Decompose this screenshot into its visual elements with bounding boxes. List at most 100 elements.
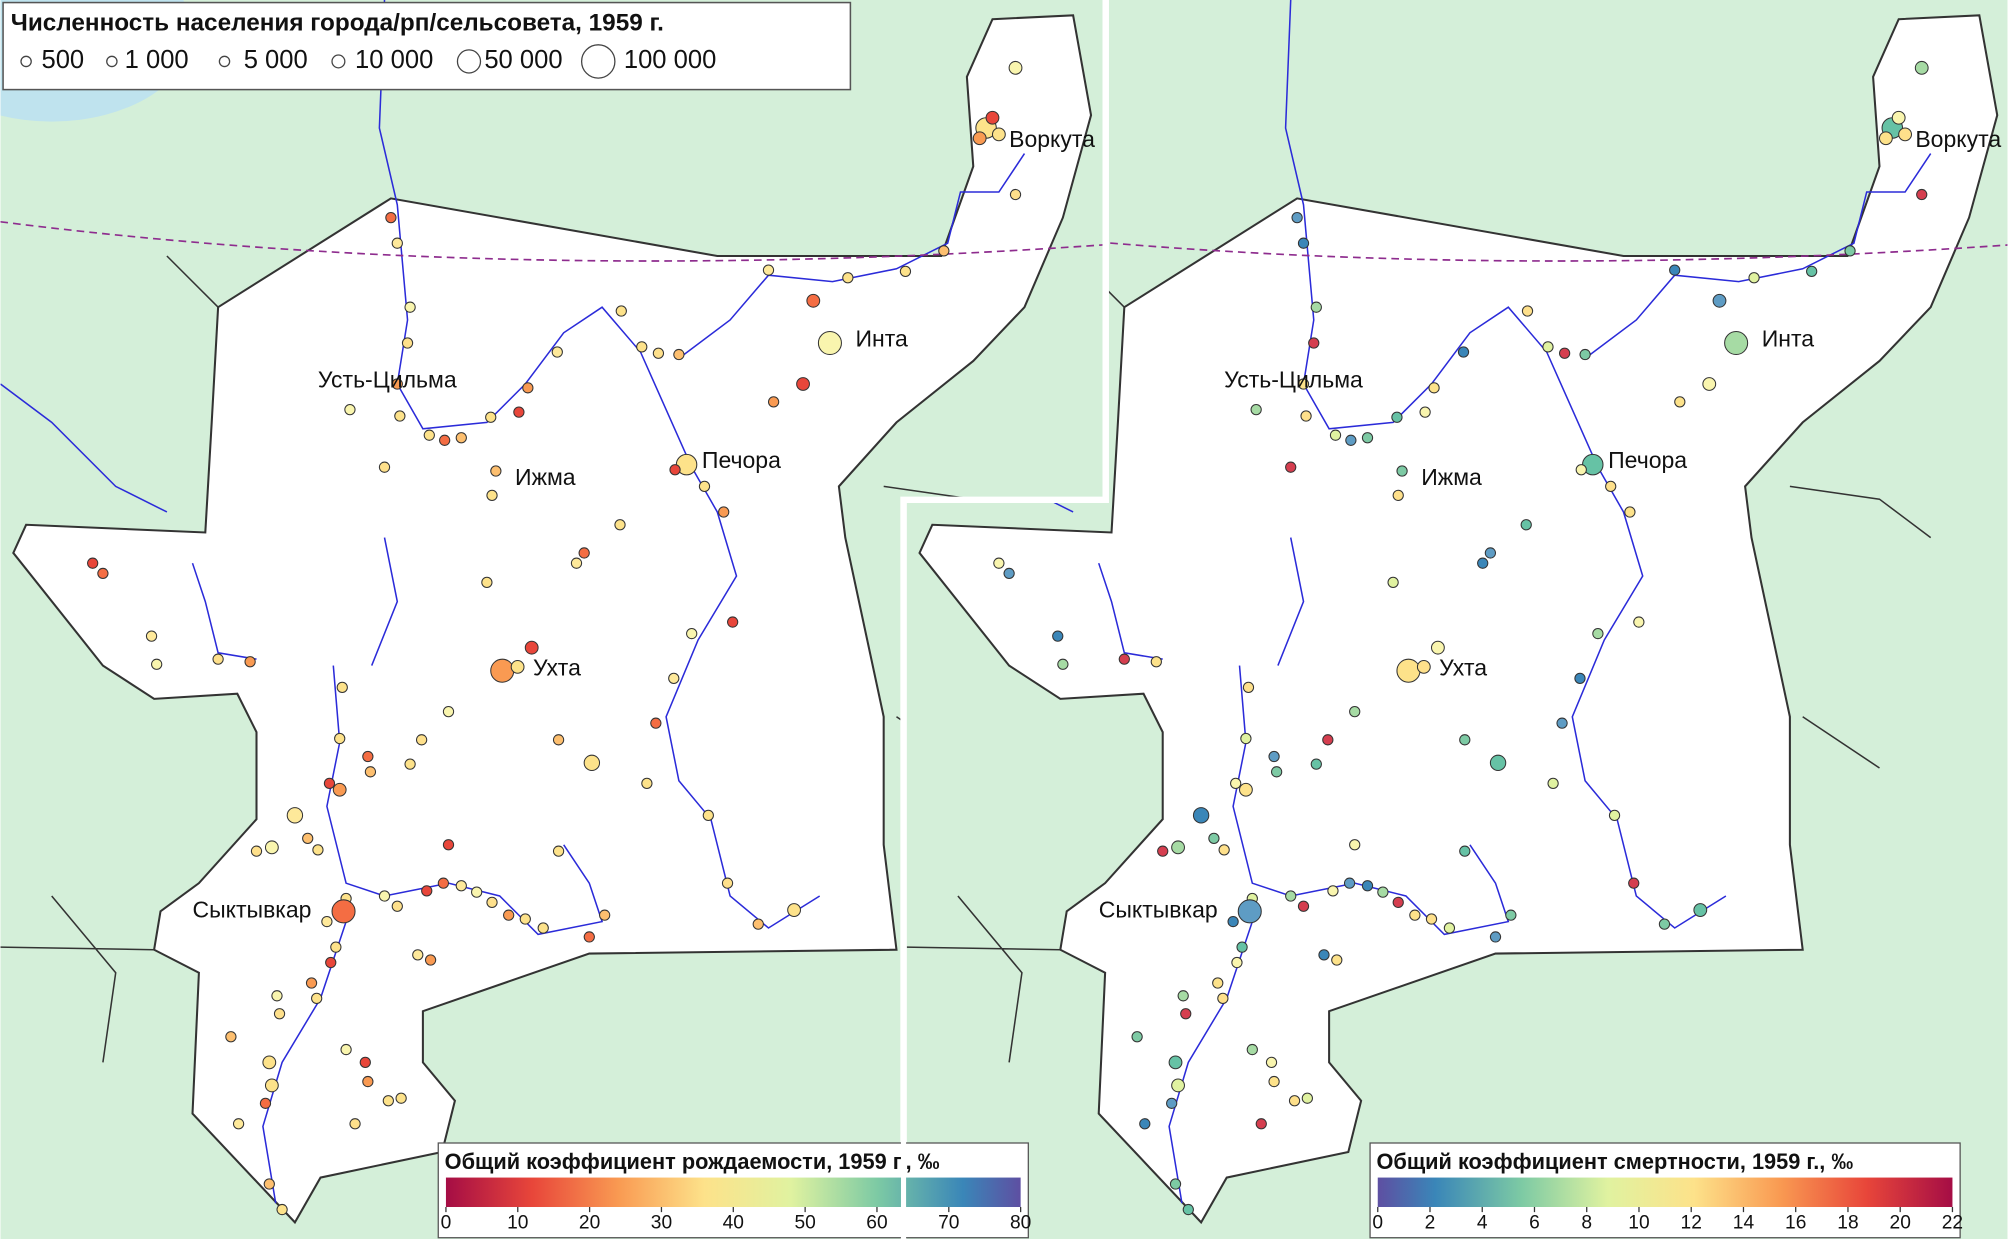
settlement-dot (1166, 1097, 1178, 1109)
settlement-dot (1227, 915, 1239, 928)
settlement-dot (1230, 777, 1242, 789)
settlement-dot (437, 877, 450, 889)
settlement-dot (1477, 557, 1489, 569)
colorbar-tick-label: 20 (1890, 1213, 1911, 1234)
settlement-dot (271, 990, 283, 1002)
settlement-dot (385, 211, 397, 224)
settlement-dot (276, 1203, 288, 1216)
settlement-dot (362, 750, 374, 763)
settlement-dot (1443, 922, 1456, 934)
city-label: Печора (1608, 447, 1687, 473)
settlement-dot (1255, 1118, 1267, 1130)
settlement-dot (1171, 1078, 1185, 1093)
settlement-dot (415, 734, 428, 746)
settlement-dot (1322, 734, 1334, 746)
settlement-dot (331, 899, 356, 924)
settlement-dot (668, 672, 680, 685)
settlement-dot (151, 658, 163, 670)
settlement-dot (302, 832, 314, 845)
settlement-dot (286, 807, 304, 824)
settlement-dot (391, 900, 403, 912)
settlement-dot (1301, 1092, 1313, 1104)
city-label: Усть-Цильма (1224, 367, 1363, 393)
settlement-dot (1236, 941, 1248, 953)
colorbar-tick-label: 70 (938, 1213, 959, 1234)
colorbar-tick-label: 18 (1837, 1213, 1858, 1234)
settlement-dot (1484, 547, 1497, 559)
settlement-dot (1575, 464, 1587, 476)
settlement-dot (481, 576, 493, 589)
river (1097, 562, 1254, 1204)
colorbar-tick-label: 22 (1942, 1213, 1963, 1234)
settlement-dot (1150, 656, 1162, 668)
colorbar-tick-label: 16 (1785, 1213, 1806, 1234)
settlement-dot (1409, 909, 1421, 921)
settlement-dot (1547, 777, 1559, 789)
size-legend-circle (218, 55, 231, 68)
settlement-dot (513, 406, 525, 418)
settlement-dot (1003, 567, 1015, 580)
settlement-dot (1914, 60, 1929, 75)
size-legend-circle (106, 55, 118, 68)
settlement-dot (486, 489, 498, 501)
settlement-dot (1009, 188, 1022, 201)
settlement-dot (1180, 1008, 1192, 1020)
river (0, 383, 399, 666)
settlement-dot (718, 506, 730, 518)
settlement-dot (259, 1097, 272, 1109)
settlement-dot (1291, 211, 1303, 224)
settlement-dot (1329, 429, 1342, 441)
settlement-dot (503, 909, 515, 921)
settlement-dot (1574, 672, 1586, 685)
settlement-dot (1331, 954, 1343, 966)
city-label: Сыктывкар (193, 896, 312, 922)
settlement-dot (1520, 519, 1532, 531)
settlement-dot (1297, 378, 1310, 390)
settlement-dot (1459, 734, 1471, 746)
settlement-dot (1242, 681, 1255, 693)
settlement-dot (1669, 264, 1681, 276)
settlement-dot (323, 777, 336, 789)
settlement-dot (391, 237, 403, 249)
settlement-dot (1052, 630, 1064, 642)
settlement-dot (1285, 461, 1297, 473)
city-label: Усть-Цильма (318, 367, 457, 393)
settlement-dot (404, 758, 416, 770)
colorbar-tick-label: 40 (723, 1213, 744, 1234)
settlement-dot (1265, 1056, 1278, 1068)
settlement-dot (1806, 265, 1818, 277)
colorbar-tick-label: 8 (1581, 1213, 1592, 1234)
settlement-dot (412, 949, 424, 961)
settlement-dot (1391, 411, 1403, 423)
settlement-dot (1168, 1055, 1183, 1070)
size-legend-circle (331, 54, 346, 69)
settlement-dot (1592, 627, 1604, 640)
city-label: Сыктывкар (1099, 896, 1218, 922)
settlement-dot (686, 627, 698, 640)
settlement-dot (442, 706, 455, 718)
settlement-dot (1457, 346, 1470, 358)
settlement-dot (340, 1043, 352, 1056)
legend-title: Численность населения города/рп/сельсове… (11, 10, 664, 37)
settlement-dot (263, 1178, 275, 1190)
settlement-dot (404, 301, 416, 313)
settlement-dot (1310, 301, 1322, 313)
colorbar-gradient (445, 1177, 1021, 1208)
settlement-dot (1489, 754, 1507, 772)
settlement-dot (1361, 432, 1374, 444)
settlement-dot (378, 890, 391, 902)
settlement-dot (1605, 480, 1617, 493)
settlement-dot (212, 653, 224, 665)
settlement-dot (145, 630, 158, 642)
settlement-dot (1702, 377, 1717, 391)
settlement-dot (225, 1031, 237, 1043)
settlement-dot (673, 348, 685, 361)
settlement-dot (752, 918, 764, 930)
settlement-dot (344, 403, 356, 416)
settlement-dot (455, 432, 467, 444)
settlement-dot (1898, 127, 1913, 142)
settlement-dot (985, 110, 1000, 125)
settlement-dot (552, 845, 565, 857)
